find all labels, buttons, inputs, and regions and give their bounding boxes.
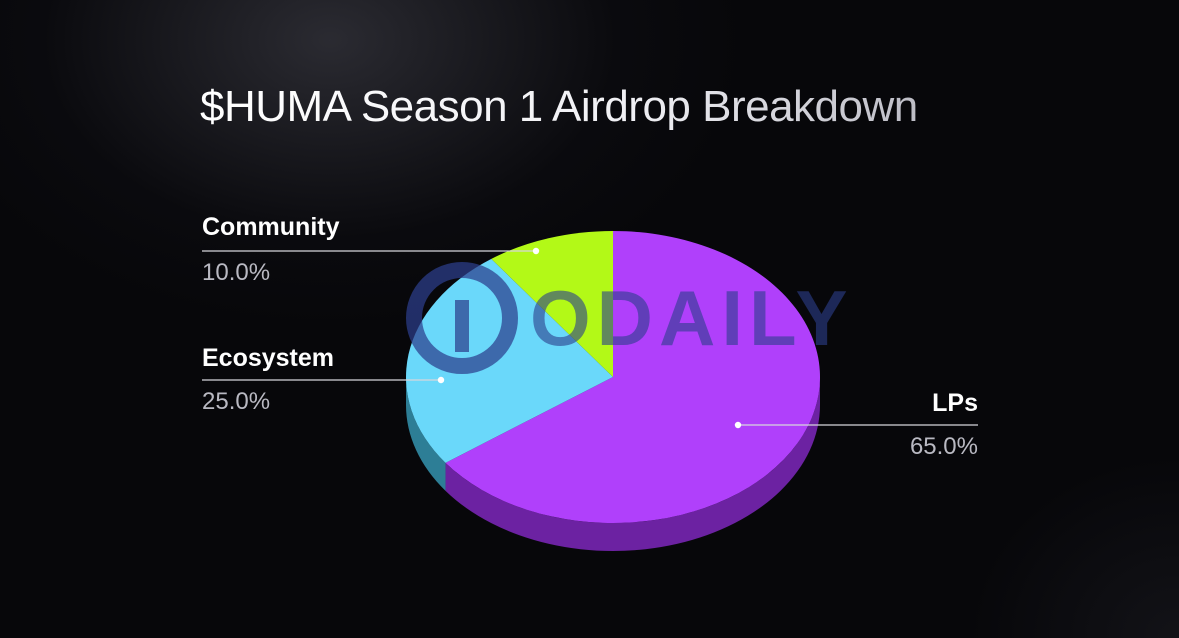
watermark-logo-ring	[406, 262, 518, 374]
slice-label-ecosystem: Ecosystem	[202, 344, 335, 372]
slice-value-ecosystem: 25.0%	[202, 388, 271, 415]
slice-value-lps: 65.0%	[909, 433, 978, 460]
pie-side-lps	[445, 377, 820, 551]
pie-slice-community	[491, 231, 613, 377]
leader-lines	[202, 247, 978, 429]
pie-side-ecosystem	[406, 377, 446, 491]
slice-label-lps: LPs	[932, 389, 978, 417]
leader-dot-ecosystem	[437, 376, 445, 384]
slice-value-community: 10.0%	[202, 259, 271, 286]
watermark-logo-bar	[455, 300, 469, 352]
chart-title: $HUMA Season 1 Airdrop Breakdown	[200, 82, 918, 131]
leader-dot-lps	[734, 421, 742, 429]
pie-slice-lps	[445, 231, 820, 523]
pie-sides	[406, 377, 820, 551]
watermark: ODAILY	[406, 262, 854, 374]
leader-dot-community	[532, 247, 540, 255]
watermark-text: ODAILY	[530, 274, 854, 362]
slice-label-community: Community	[202, 213, 340, 241]
